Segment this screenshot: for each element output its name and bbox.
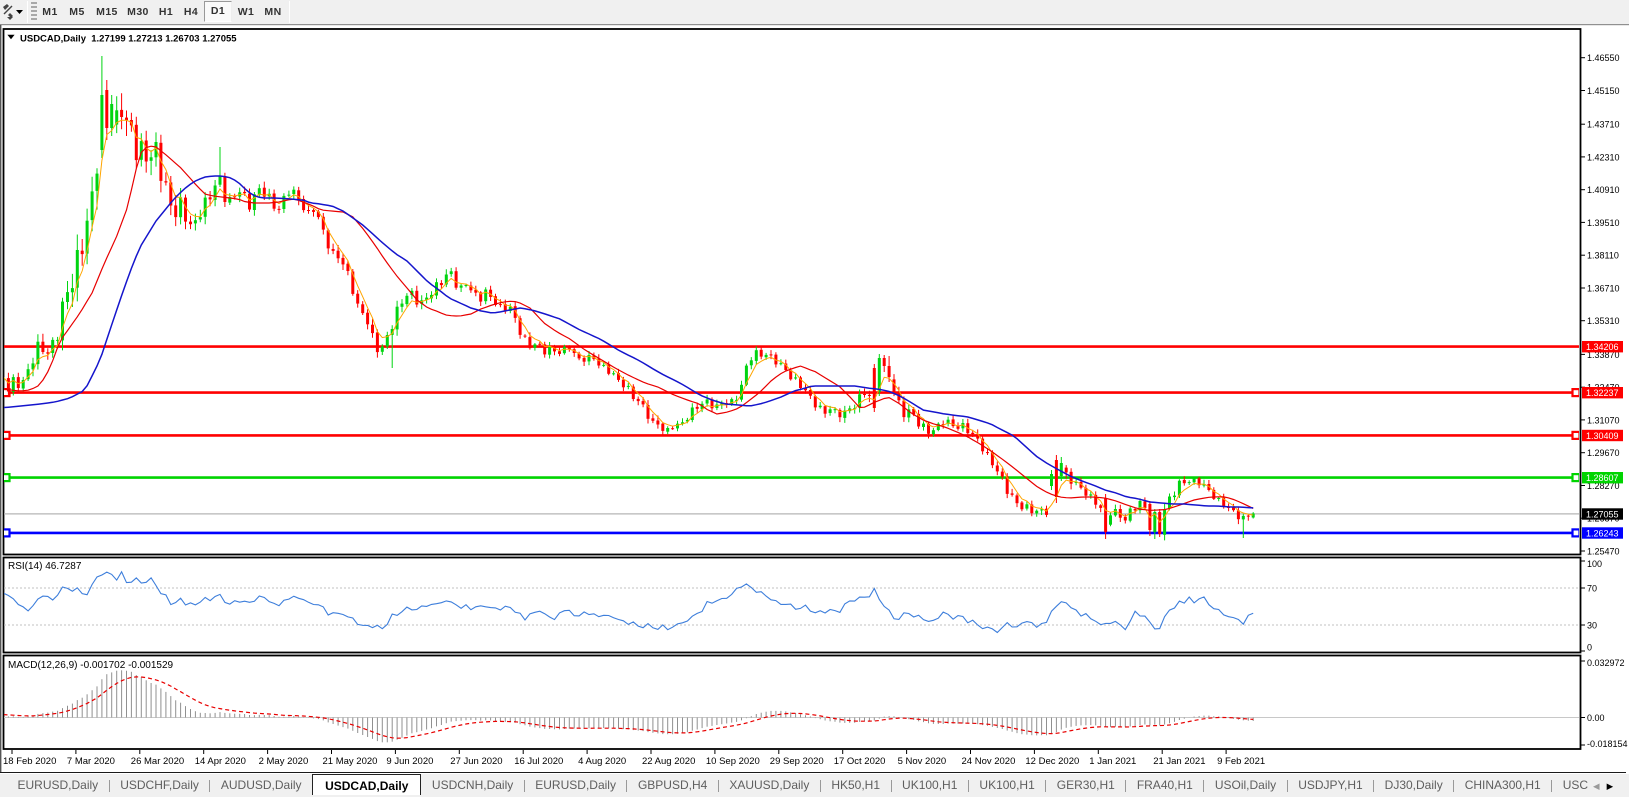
svg-text:26 Mar 2020: 26 Mar 2020 (131, 756, 184, 767)
svg-text:22 Aug 2020: 22 Aug 2020 (642, 756, 695, 767)
svg-text:1.29670: 1.29670 (1587, 448, 1620, 458)
svg-text:4 Aug 2020: 4 Aug 2020 (578, 756, 626, 767)
svg-text:7 Mar 2020: 7 Mar 2020 (67, 756, 115, 767)
svg-text:30: 30 (1587, 621, 1597, 631)
svg-text:14 Apr 2020: 14 Apr 2020 (195, 756, 246, 767)
svg-text:1.33870: 1.33870 (1587, 350, 1620, 360)
svg-text:9 Feb 2021: 9 Feb 2021 (1217, 756, 1265, 767)
svg-text:1.28270: 1.28270 (1587, 481, 1620, 491)
svg-text:1.42310: 1.42310 (1587, 152, 1620, 162)
svg-text:1.45150: 1.45150 (1587, 86, 1620, 96)
svg-text:2 May 2020: 2 May 2020 (259, 756, 309, 767)
svg-text:21 May 2020: 21 May 2020 (323, 756, 378, 767)
svg-text:1.31070: 1.31070 (1587, 415, 1620, 425)
svg-text:10 Sep 2020: 10 Sep 2020 (706, 756, 760, 767)
svg-text:70: 70 (1587, 584, 1597, 594)
svg-text:18 Feb 2020: 18 Feb 2020 (3, 756, 56, 767)
svg-text:27 Jun 2020: 27 Jun 2020 (450, 756, 502, 767)
svg-text:1.36710: 1.36710 (1587, 284, 1620, 294)
svg-text:1.26243: 1.26243 (1586, 529, 1619, 539)
svg-text:0.032972: 0.032972 (1587, 658, 1625, 668)
svg-text:17 Oct 2020: 17 Oct 2020 (834, 756, 886, 767)
svg-text:1.32237: 1.32237 (1586, 388, 1619, 398)
svg-text:1.39510: 1.39510 (1587, 218, 1620, 228)
svg-text:USDCAD,Daily 1.27199 1.27213: USDCAD,Daily 1.27199 1.27213 1.26703 1.2… (20, 34, 237, 45)
svg-text:1.28607: 1.28607 (1586, 473, 1619, 483)
svg-text:1.25470: 1.25470 (1587, 547, 1620, 557)
svg-text:5 Nov 2020: 5 Nov 2020 (898, 756, 947, 767)
svg-text:100: 100 (1587, 559, 1602, 569)
svg-text:RSI(14) 46.7287: RSI(14) 46.7287 (8, 561, 82, 572)
svg-text:1.35310: 1.35310 (1587, 316, 1620, 326)
svg-text:MACD(12,26,9) -0.001702 -0.001: MACD(12,26,9) -0.001702 -0.001529 (8, 660, 174, 671)
svg-text:1 Jan 2021: 1 Jan 2021 (1089, 756, 1136, 767)
svg-text:12 Dec 2020: 12 Dec 2020 (1025, 756, 1079, 767)
svg-text:1.38110: 1.38110 (1587, 251, 1619, 261)
svg-text:9 Jun 2020: 9 Jun 2020 (386, 756, 433, 767)
svg-text:0: 0 (1587, 643, 1592, 653)
svg-text:16 Jul 2020: 16 Jul 2020 (514, 756, 563, 767)
svg-text:24 Nov 2020: 24 Nov 2020 (962, 756, 1016, 767)
svg-text:1.40910: 1.40910 (1587, 185, 1620, 195)
svg-text:1.43710: 1.43710 (1587, 120, 1620, 130)
svg-text:1.30409: 1.30409 (1586, 431, 1619, 441)
svg-text:-0.018154: -0.018154 (1587, 739, 1628, 749)
svg-text:1.34206: 1.34206 (1586, 342, 1619, 352)
svg-text:0.00: 0.00 (1587, 713, 1605, 723)
svg-text:1.27055: 1.27055 (1586, 510, 1619, 520)
svg-text:29 Sep 2020: 29 Sep 2020 (770, 756, 824, 767)
svg-text:1.46550: 1.46550 (1587, 53, 1620, 63)
svg-text:21 Jan 2021: 21 Jan 2021 (1153, 756, 1205, 767)
